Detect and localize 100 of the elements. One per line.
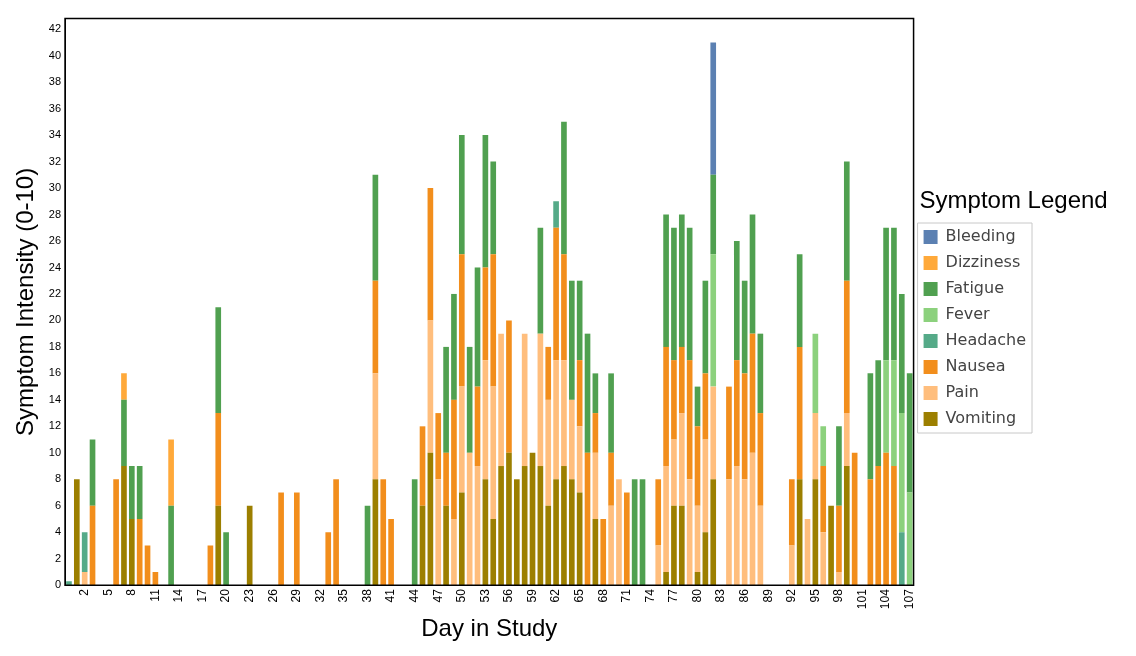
bar <box>843 161 850 281</box>
bar <box>561 360 567 467</box>
x-tick-label: 104 <box>878 588 893 610</box>
x-tick-label: 107 <box>901 588 916 610</box>
bar <box>443 505 449 586</box>
y-tick-label: 42 <box>48 22 62 35</box>
y-tick-label: 36 <box>48 101 62 114</box>
bar <box>458 254 465 387</box>
bar <box>788 479 795 546</box>
bar <box>600 518 607 586</box>
bar <box>215 505 222 586</box>
x-tick-label: 59 <box>524 588 539 603</box>
bar <box>678 505 685 586</box>
x-tick-label: 8 <box>124 588 139 596</box>
bar <box>568 399 575 480</box>
x-tick-label: 2 <box>76 588 91 596</box>
x-tick-label: 53 <box>477 588 492 603</box>
y-tick-label: 2 <box>54 551 62 564</box>
y-tick-label: 0 <box>54 578 62 591</box>
bar <box>458 492 465 586</box>
bar <box>726 386 732 480</box>
bar <box>545 505 552 586</box>
bar <box>898 532 905 586</box>
bar <box>553 479 559 586</box>
x-tick-label: 89 <box>760 588 775 603</box>
bar <box>671 439 677 506</box>
bar <box>820 466 827 533</box>
bar <box>128 518 135 586</box>
bar <box>710 386 717 480</box>
bar <box>136 466 143 519</box>
y-tick-label: 12 <box>48 419 62 432</box>
bar <box>293 492 300 586</box>
bar <box>490 161 497 255</box>
y-tick-label: 38 <box>48 75 62 88</box>
legend-label: Bleeding <box>945 226 1016 246</box>
x-tick-label: 92 <box>784 588 799 603</box>
bar <box>513 479 520 586</box>
bar <box>490 254 497 387</box>
bar <box>891 227 897 361</box>
bar <box>121 399 127 467</box>
legend-label: Fever <box>945 304 991 324</box>
bar <box>113 479 119 586</box>
bar <box>891 466 897 586</box>
bar <box>568 280 575 400</box>
bar <box>545 399 552 506</box>
bar <box>435 479 442 586</box>
bar <box>215 413 222 506</box>
y-tick-label: 32 <box>48 154 62 167</box>
x-tick-label: 50 <box>454 588 469 603</box>
x-tick-label: 38 <box>359 588 374 603</box>
x-tick-label: 5 <box>100 588 115 596</box>
bar <box>451 399 457 519</box>
x-tick-label: 20 <box>218 588 233 603</box>
legend-label: Fatigue <box>945 278 1004 298</box>
bar <box>568 479 575 586</box>
y-tick-label: 20 <box>48 313 62 326</box>
x-tick-label: 35 <box>336 588 351 603</box>
y-tick-label: 4 <box>54 525 62 538</box>
bar <box>663 466 669 572</box>
x-tick-label: 47 <box>430 588 445 603</box>
bar <box>843 466 850 586</box>
bar <box>561 466 567 586</box>
bar <box>828 505 834 586</box>
y-tick-label: 26 <box>48 234 62 247</box>
bar <box>498 466 504 586</box>
bar <box>623 492 630 586</box>
bar <box>820 426 827 467</box>
bar <box>451 518 457 586</box>
bar <box>678 214 685 347</box>
y-tick-label: 34 <box>48 128 62 141</box>
bar <box>81 571 88 586</box>
bar <box>898 293 905 414</box>
bar <box>246 505 253 586</box>
bar <box>215 307 222 414</box>
y-tick-label: 14 <box>48 392 62 405</box>
bar <box>678 346 685 414</box>
bar <box>883 360 889 453</box>
x-tick-label: 101 <box>854 588 869 610</box>
y-tick-label: 8 <box>54 472 62 485</box>
x-tick-label: 71 <box>619 588 634 603</box>
y-tick-label: 10 <box>48 445 62 458</box>
bar <box>710 42 717 175</box>
bar <box>553 360 559 480</box>
bar <box>576 426 583 493</box>
y-tick-label: 40 <box>48 48 62 61</box>
x-tick-label: 86 <box>736 588 751 603</box>
bar <box>843 280 850 414</box>
bar <box>278 492 284 586</box>
bar <box>128 466 135 519</box>
x-tick-label: 74 <box>642 588 657 603</box>
x-tick-label: 29 <box>289 588 304 603</box>
bar <box>388 518 394 586</box>
bar <box>616 479 622 586</box>
legend-label: Pain <box>945 382 979 402</box>
legend-label: Dizziness <box>945 252 1021 272</box>
bar <box>843 413 850 467</box>
bar <box>506 452 512 586</box>
legend-title: Symptom Legend <box>919 185 1108 213</box>
bar <box>655 479 662 546</box>
x-axis-title: Day in Study <box>421 614 558 642</box>
